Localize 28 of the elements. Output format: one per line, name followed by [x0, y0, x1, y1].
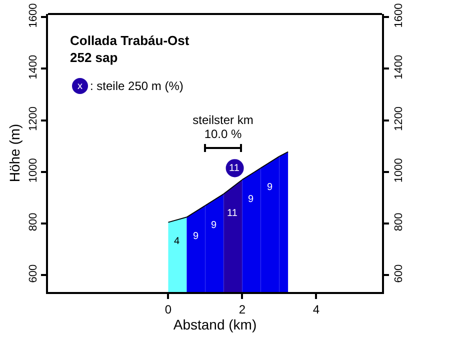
y-tick-label: 1600 [28, 3, 40, 28]
y-tick-label: 600 [28, 264, 40, 283]
y-tick-label: 1400 [28, 54, 40, 80]
x-tick-label: 0 [164, 302, 172, 316]
annotation: 11 [227, 208, 238, 219]
y2-tick-label: 800 [393, 212, 406, 232]
annotation: 11 [229, 163, 240, 174]
x-axis-title: Abstand (km) [173, 316, 257, 332]
y-axis-title: Höhe (m) [6, 124, 23, 182]
y-tick-label: 1000 [28, 158, 40, 183]
y-tick-label: 1200 [28, 106, 40, 131]
text: Collada Trabáu-Ost [70, 33, 190, 48]
annotation: 9 [211, 220, 217, 231]
annotation: steilster km 10.0 % [192, 113, 254, 141]
annotation: 4 [174, 236, 180, 247]
annotation: : steile 250 m (%) [90, 79, 184, 93]
annotation: 9 [193, 231, 199, 242]
annotation: 9 [248, 194, 254, 205]
y-tick-label: 800 [28, 212, 40, 232]
x-tick-label: 2 [238, 302, 246, 316]
annotation: 9 [267, 182, 273, 193]
y2-tick-label: 1600 [393, 3, 406, 28]
y2-tick-label: 1000 [393, 158, 406, 183]
y2-tick-label: 1400 [393, 54, 406, 80]
y2-tick-label: 600 [393, 264, 406, 283]
text: 252 sap [70, 50, 118, 65]
x-tick-label: 4 [312, 302, 320, 316]
y2-tick-label: 1200 [393, 106, 406, 131]
